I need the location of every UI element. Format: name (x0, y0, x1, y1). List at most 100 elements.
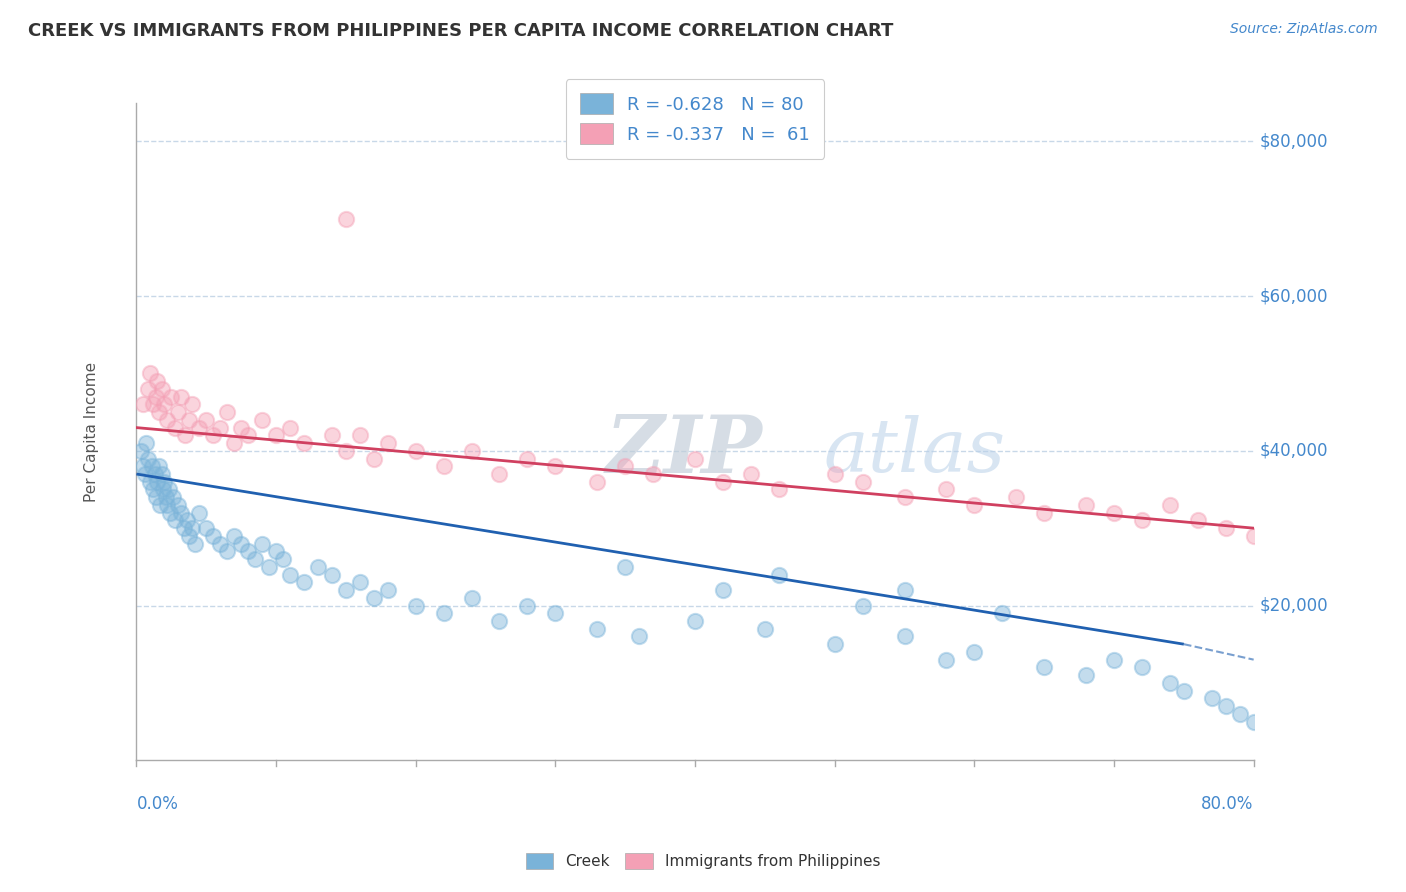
Point (278, 567, 301, 582)
Point (292, 436, 315, 450)
Point (768, 483, 790, 497)
Point (224, 436, 246, 450)
Point (516, 451, 538, 466)
Text: atlas: atlas (824, 415, 1005, 487)
Point (148, 459, 170, 474)
Point (162, 490, 184, 504)
Point (149, 498, 172, 512)
Point (136, 382, 159, 396)
Point (614, 559, 637, 574)
Point (148, 405, 170, 419)
Point (174, 428, 197, 442)
Point (142, 483, 165, 497)
Point (405, 443, 427, 458)
Point (893, 582, 915, 597)
Point (307, 559, 329, 574)
Point (135, 436, 157, 450)
Point (488, 467, 510, 481)
Point (1215, 699, 1237, 714)
Point (1130, 660, 1153, 674)
Point (167, 405, 190, 419)
Point (321, 567, 343, 582)
Point (711, 582, 734, 597)
Point (586, 475, 609, 489)
Point (768, 567, 790, 582)
Point (155, 490, 177, 504)
Point (516, 599, 538, 613)
Point (893, 630, 915, 644)
Point (156, 413, 179, 427)
Point (893, 490, 915, 504)
Point (643, 467, 665, 481)
Point (1130, 513, 1153, 527)
Point (188, 420, 211, 434)
Point (243, 552, 266, 566)
Point (209, 420, 232, 434)
Point (157, 483, 180, 497)
Point (250, 536, 273, 550)
Point (852, 599, 875, 613)
Point (1033, 660, 1056, 674)
Point (1074, 498, 1097, 512)
Point (179, 529, 201, 543)
Point (1102, 653, 1125, 667)
Point (460, 591, 482, 605)
Point (1033, 506, 1056, 520)
Point (139, 475, 162, 489)
Text: $60,000: $60,000 (1260, 287, 1327, 305)
Point (488, 614, 510, 628)
Point (1159, 498, 1181, 512)
Point (1243, 529, 1265, 543)
Point (250, 413, 273, 427)
Point (460, 443, 482, 458)
Point (142, 397, 165, 411)
Point (1173, 683, 1195, 698)
Point (145, 390, 167, 404)
Point (165, 420, 187, 434)
Point (146, 374, 169, 388)
Point (153, 397, 176, 411)
Point (153, 475, 176, 489)
Point (935, 483, 957, 497)
Point (181, 397, 204, 411)
Point (628, 630, 651, 644)
Text: $20,000: $20,000 (1260, 597, 1327, 615)
Point (1005, 490, 1028, 504)
Legend: Creek, Immigrants from Philippines: Creek, Immigrants from Philippines (520, 847, 886, 875)
Point (173, 521, 195, 535)
Point (963, 498, 986, 512)
Point (1187, 513, 1209, 527)
Point (852, 475, 875, 489)
Point (231, 536, 253, 550)
Point (176, 513, 198, 527)
Point (159, 506, 181, 520)
Point (1159, 676, 1181, 690)
Point (935, 653, 957, 667)
Point (1102, 506, 1125, 520)
Point (160, 390, 183, 404)
Point (740, 467, 762, 481)
Point (824, 467, 846, 481)
Point (236, 428, 259, 442)
Point (143, 467, 166, 481)
Point (683, 451, 706, 466)
Point (264, 544, 287, 558)
Point (363, 451, 385, 466)
Point (156, 498, 179, 512)
Point (134, 467, 156, 481)
Point (335, 582, 357, 597)
Point (217, 544, 239, 558)
Point (170, 506, 193, 520)
Text: $80,000: $80,000 (1260, 132, 1327, 151)
Text: $40,000: $40,000 (1260, 442, 1327, 459)
Point (544, 459, 567, 474)
Point (377, 436, 399, 450)
Point (188, 506, 211, 520)
Point (405, 599, 427, 613)
Point (991, 606, 1014, 620)
Point (195, 521, 218, 535)
Point (170, 390, 193, 404)
Point (349, 575, 371, 590)
Point (335, 211, 357, 226)
Point (264, 428, 287, 442)
